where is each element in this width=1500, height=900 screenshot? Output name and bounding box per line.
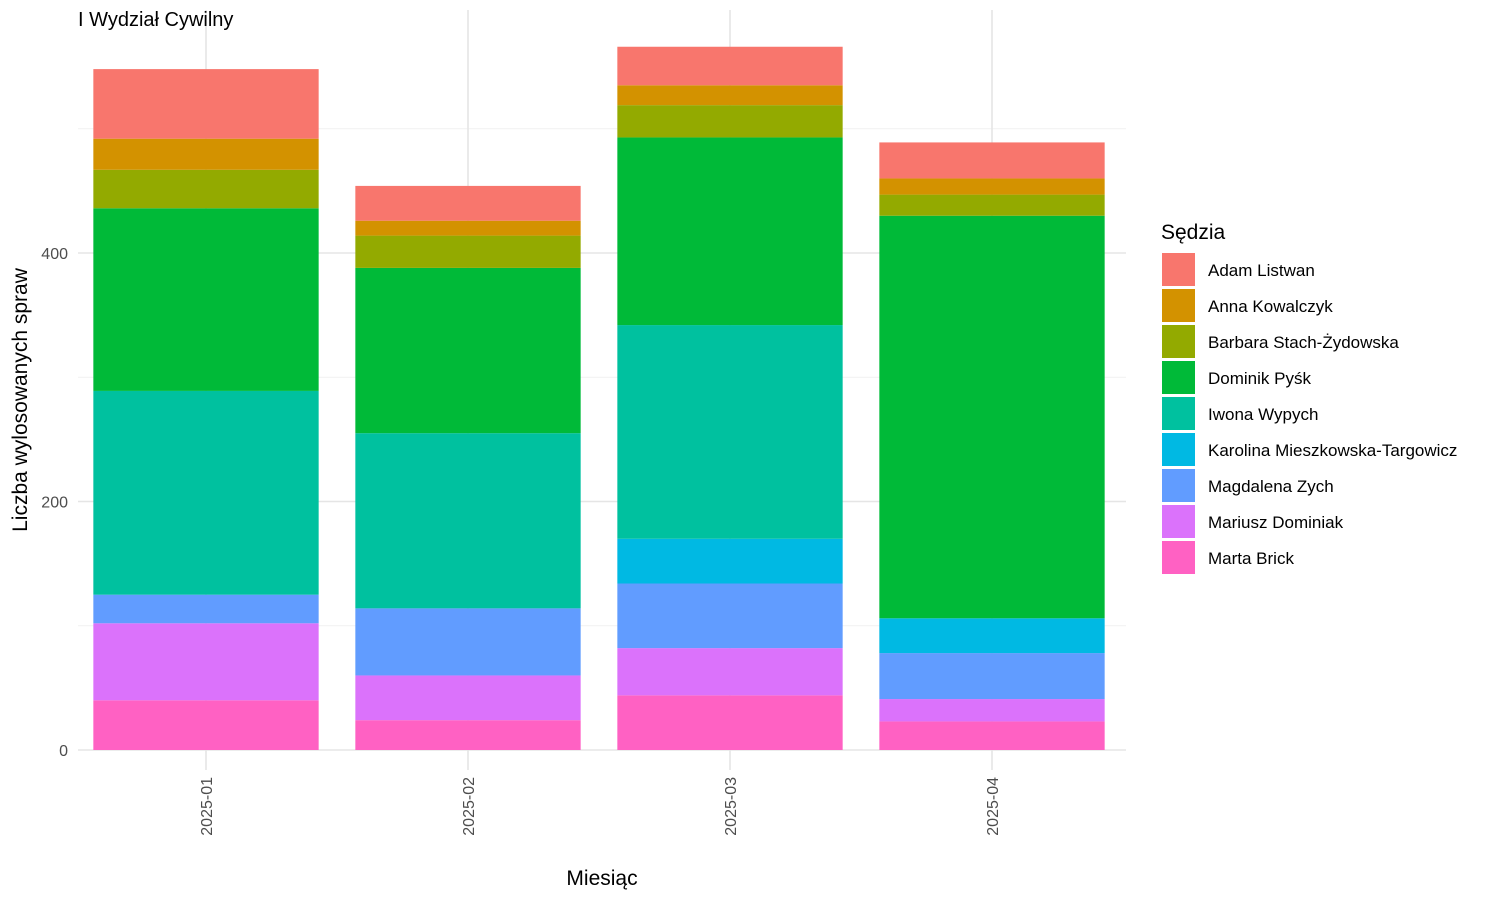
bar-segment xyxy=(879,178,1105,195)
legend-key xyxy=(1162,289,1195,322)
x-tick-label: 2025-04 xyxy=(985,777,1002,836)
bar-segment xyxy=(355,433,581,609)
chart-title: I Wydział Cywilny xyxy=(78,9,233,31)
bar-segment xyxy=(355,185,581,221)
bar-segment xyxy=(617,325,843,539)
bar-segment xyxy=(617,46,843,86)
legend-key xyxy=(1162,325,1195,358)
bar-segment xyxy=(93,138,319,170)
bar-segment xyxy=(617,85,843,106)
bar-segment xyxy=(93,623,319,701)
bar-segment xyxy=(355,220,581,236)
bar-segment xyxy=(879,142,1105,179)
bar-segment xyxy=(93,69,319,139)
bar-segment xyxy=(879,721,1105,750)
bar-segment xyxy=(879,699,1105,722)
bar-segment xyxy=(617,105,843,138)
legend-label: Dominik Pyśk xyxy=(1208,369,1311,388)
legend-key xyxy=(1162,433,1195,466)
y-tick-label: 0 xyxy=(59,743,68,760)
bar-segment xyxy=(879,618,1105,654)
legend-label: Magdalena Zych xyxy=(1208,477,1334,496)
bar-segment xyxy=(617,695,843,750)
bar-segment xyxy=(617,538,843,584)
bar-segment xyxy=(355,235,581,268)
legend-key xyxy=(1162,397,1195,430)
legend-label: Adam Listwan xyxy=(1208,261,1315,280)
y-axis-tick-labels: 0 200 400 xyxy=(41,246,68,760)
x-axis-tick-labels: 2025-01 2025-02 2025-03 2025-04 xyxy=(199,777,1002,836)
bar-segment xyxy=(879,653,1105,700)
bar-segment xyxy=(355,720,581,750)
legend-key xyxy=(1162,361,1195,394)
bar-segment xyxy=(93,390,319,595)
x-tick-label: 2025-02 xyxy=(461,777,478,836)
bar-segment xyxy=(617,583,843,649)
legend-label: Barbara Stach-Żydowska xyxy=(1208,333,1399,352)
bar-segment xyxy=(617,137,843,326)
bar-segment xyxy=(355,267,581,434)
x-axis-title: Miesiąc xyxy=(566,867,637,890)
legend-label: Marta Brick xyxy=(1208,549,1294,568)
x-tick-label: 2025-01 xyxy=(199,777,216,836)
bar-segment xyxy=(93,208,319,391)
legend: Sędzia Adam Listwan Anna Kowalczyk Barbara… xyxy=(1161,221,1457,574)
legend-key xyxy=(1162,541,1195,574)
bar-segment xyxy=(355,675,581,721)
legend-label: Mariusz Dominiak xyxy=(1208,513,1344,532)
bar-segment xyxy=(355,608,581,676)
y-axis-title: Liczba wylosowanych spraw xyxy=(9,267,32,532)
x-tick-label: 2025-03 xyxy=(723,777,740,836)
legend-key xyxy=(1162,505,1195,538)
y-tick-label: 400 xyxy=(41,246,68,263)
legend-label: Anna Kowalczyk xyxy=(1208,297,1333,316)
bar-segment xyxy=(93,169,319,209)
bar-segment xyxy=(93,700,319,750)
bars xyxy=(93,46,1105,750)
bar-segment xyxy=(93,594,319,624)
legend-label: Karolina Mieszkowska-Targowicz xyxy=(1208,441,1457,460)
legend-label: Iwona Wypych xyxy=(1208,405,1318,424)
legend-title: Sędzia xyxy=(1161,221,1226,244)
legend-key xyxy=(1162,469,1195,502)
y-tick-label: 200 xyxy=(41,495,68,512)
bar-segment xyxy=(617,648,843,696)
legend-key xyxy=(1162,253,1195,286)
bar-segment xyxy=(879,194,1105,216)
bar-segment xyxy=(879,215,1105,619)
